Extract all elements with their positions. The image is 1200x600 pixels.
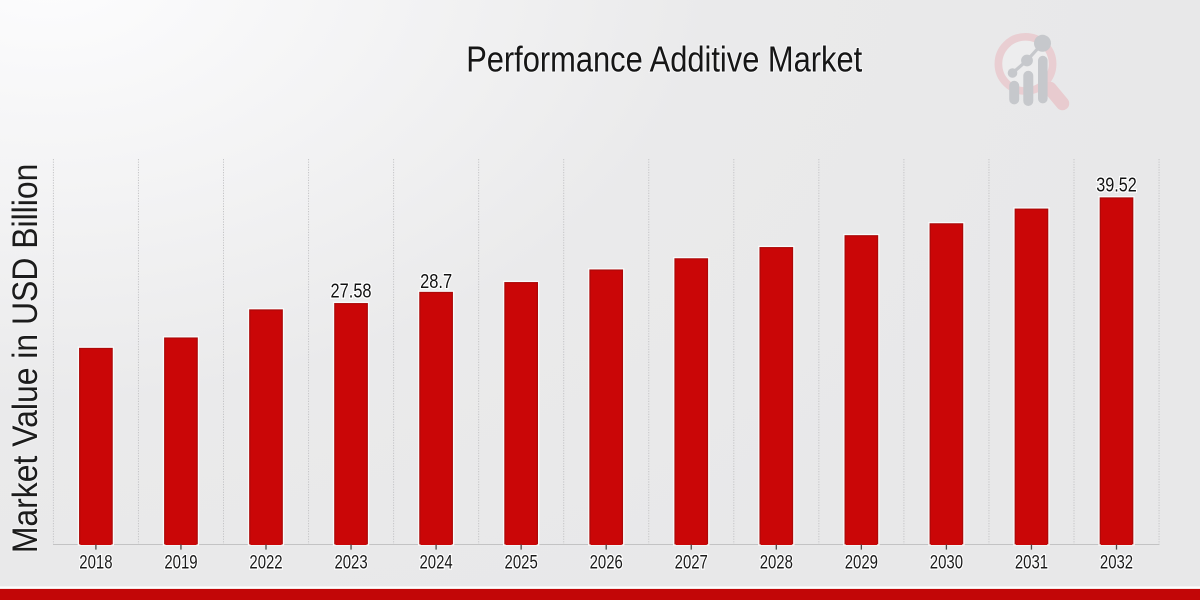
svg-text:39.52: 39.52 xyxy=(1096,175,1137,197)
svg-text:Market Value in USD Billion: Market Value in USD Billion xyxy=(5,164,45,554)
svg-text:2023: 2023 xyxy=(334,552,367,574)
svg-text:2032: 2032 xyxy=(1100,552,1133,574)
svg-text:27.58: 27.58 xyxy=(331,281,372,303)
svg-text:2022: 2022 xyxy=(249,552,282,574)
svg-text:2030: 2030 xyxy=(930,552,963,574)
svg-text:2025: 2025 xyxy=(505,552,538,574)
svg-text:2024: 2024 xyxy=(420,552,453,574)
svg-text:2026: 2026 xyxy=(590,552,623,574)
svg-text:2031: 2031 xyxy=(1015,552,1048,574)
svg-text:2027: 2027 xyxy=(675,552,708,574)
svg-text:2029: 2029 xyxy=(845,552,878,574)
svg-text:2019: 2019 xyxy=(164,552,197,574)
svg-text:2028: 2028 xyxy=(760,552,793,574)
svg-text:2018: 2018 xyxy=(79,552,112,574)
svg-text:Performance Additive Market: Performance Additive Market xyxy=(466,39,862,80)
svg-text:28.7: 28.7 xyxy=(420,271,452,293)
